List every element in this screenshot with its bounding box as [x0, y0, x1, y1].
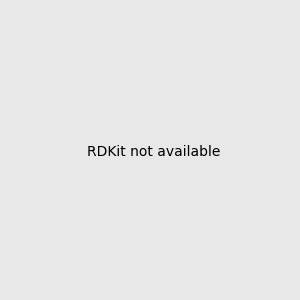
Text: RDKit not available: RDKit not available [87, 145, 220, 158]
